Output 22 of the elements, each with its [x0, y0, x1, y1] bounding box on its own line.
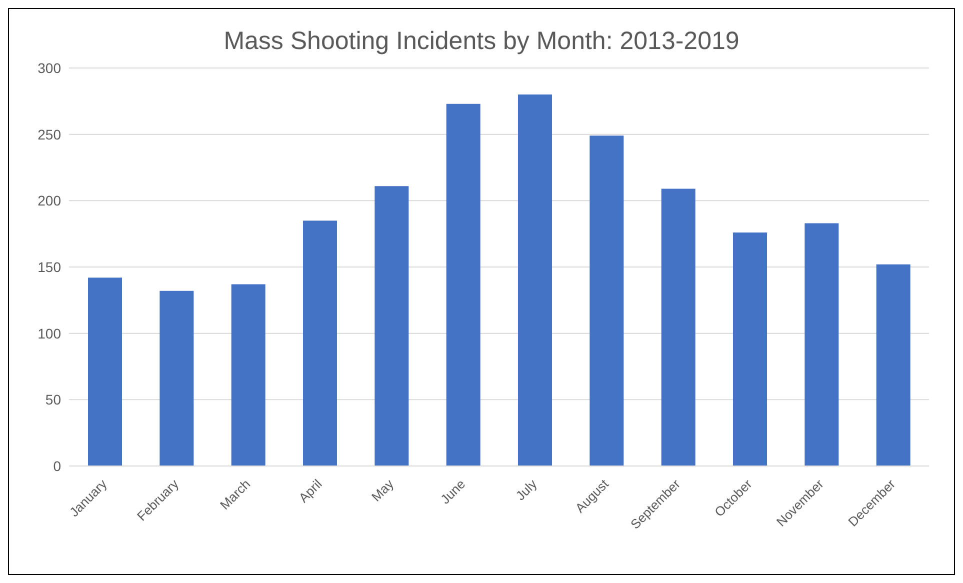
- bar: [160, 290, 194, 466]
- x-tick-label: May: [368, 476, 397, 504]
- bar: [590, 136, 624, 466]
- bar: [374, 186, 409, 466]
- y-tick-label: 250: [38, 126, 62, 142]
- bar: [88, 278, 122, 466]
- bar: [733, 232, 767, 466]
- bar: [804, 223, 839, 466]
- y-tick-label: 50: [45, 392, 62, 408]
- y-tick-label: 200: [38, 192, 62, 209]
- y-tick-label: 300: [38, 60, 62, 76]
- bar: [446, 104, 480, 466]
- y-tick-label: 0: [53, 458, 62, 474]
- bar: [231, 284, 266, 466]
- y-tick-label: 100: [38, 325, 62, 342]
- y-tick-label: 150: [38, 258, 62, 275]
- bar: [876, 264, 910, 466]
- x-tick-label: July: [512, 476, 540, 504]
- bar: [303, 220, 337, 466]
- bar: [661, 188, 696, 466]
- bar: [518, 94, 552, 466]
- chart-title: Mass Shooting Incidents by Month: 2013-2019: [222, 27, 740, 56]
